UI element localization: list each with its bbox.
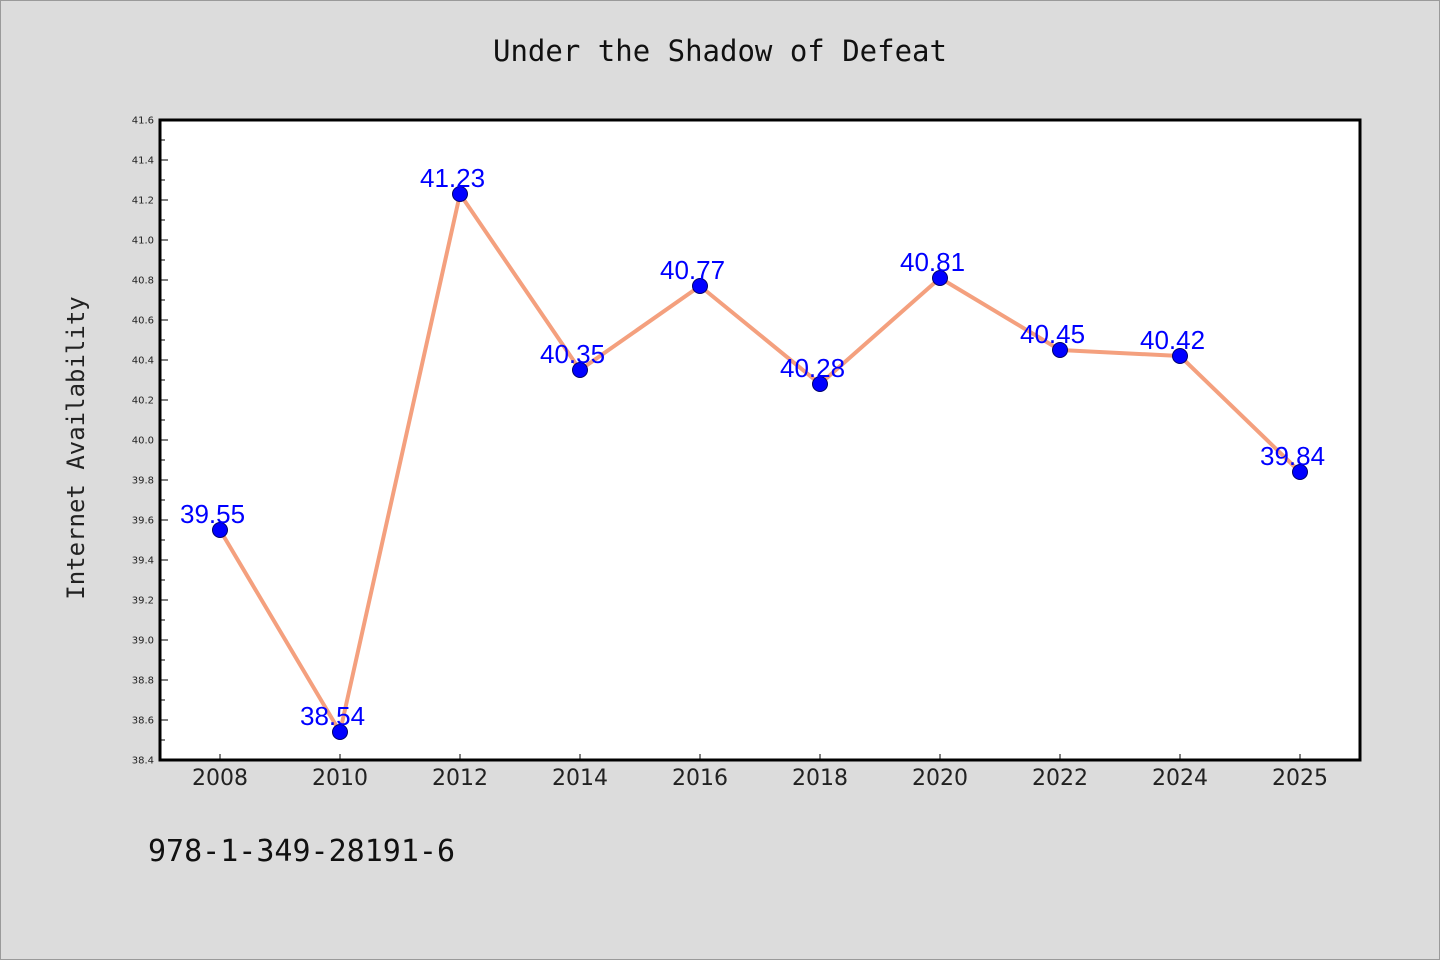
data-point	[212, 522, 228, 538]
data-point	[932, 270, 948, 286]
plot-area	[160, 120, 1360, 760]
y-tick-label: 39.8	[132, 476, 154, 487]
data-point	[692, 278, 708, 294]
x-tick-label: 2025	[1272, 766, 1328, 791]
data-point	[572, 362, 588, 378]
data-label: 40.45	[1020, 319, 1085, 349]
series-line	[218, 192, 1302, 734]
x-tick-label: 2020	[912, 766, 968, 791]
data-label: 40.35	[540, 339, 605, 369]
data-label: 40.77	[660, 255, 725, 285]
y-tick-label: 38.6	[132, 716, 154, 727]
data-point	[332, 724, 348, 740]
isbn-text: 978-1-349-28191-6	[148, 834, 456, 869]
data-label: 40.42	[1140, 325, 1205, 355]
x-tick-label: 2010	[312, 766, 368, 791]
plot-border	[158, 118, 1362, 762]
y-tick-label: 38.8	[132, 676, 154, 687]
y-tick-label: 40.0	[132, 436, 154, 447]
data-label: 40.81	[900, 247, 965, 277]
y-tick-label: 40.2	[132, 396, 154, 407]
chart-title: Under the Shadow of Defeat	[493, 34, 947, 68]
data-label: 38.54	[300, 701, 365, 731]
y-tick-label: 41.6	[132, 116, 154, 127]
data-point	[1292, 464, 1308, 480]
x-tick-label: 2008	[192, 766, 248, 791]
data-point	[1172, 348, 1188, 364]
x-tick-label: 2024	[1152, 766, 1208, 791]
data-point	[1052, 342, 1068, 358]
data-point	[812, 376, 828, 392]
y-tick-label: 39.2	[132, 596, 154, 607]
y-tick-label: 39.0	[132, 636, 154, 647]
data-label: 39.55	[180, 499, 245, 529]
y-tick-label: 40.8	[132, 276, 154, 287]
y-tick-label: 39.6	[132, 516, 154, 527]
data-point	[452, 186, 468, 202]
y-tick-label: 41.4	[132, 156, 154, 167]
y-tick-label: 38.4	[132, 756, 154, 767]
y-tick-label: 41.0	[132, 236, 154, 247]
x-tick-label: 2014	[552, 766, 608, 791]
y-tick-label: 39.4	[132, 556, 154, 567]
y-tick-label: 40.4	[132, 356, 154, 367]
data-label: 39.84	[1260, 441, 1325, 471]
x-tick-label: 2018	[792, 766, 848, 791]
y-tick-label: 41.2	[132, 196, 154, 207]
data-label: 40.28	[780, 353, 845, 383]
x-tick-label: 2012	[432, 766, 488, 791]
data-label: 41.23	[420, 163, 485, 193]
x-tick-label: 2022	[1032, 766, 1088, 791]
y-tick-label: 40.6	[132, 316, 154, 327]
x-tick-label: 2016	[672, 766, 728, 791]
